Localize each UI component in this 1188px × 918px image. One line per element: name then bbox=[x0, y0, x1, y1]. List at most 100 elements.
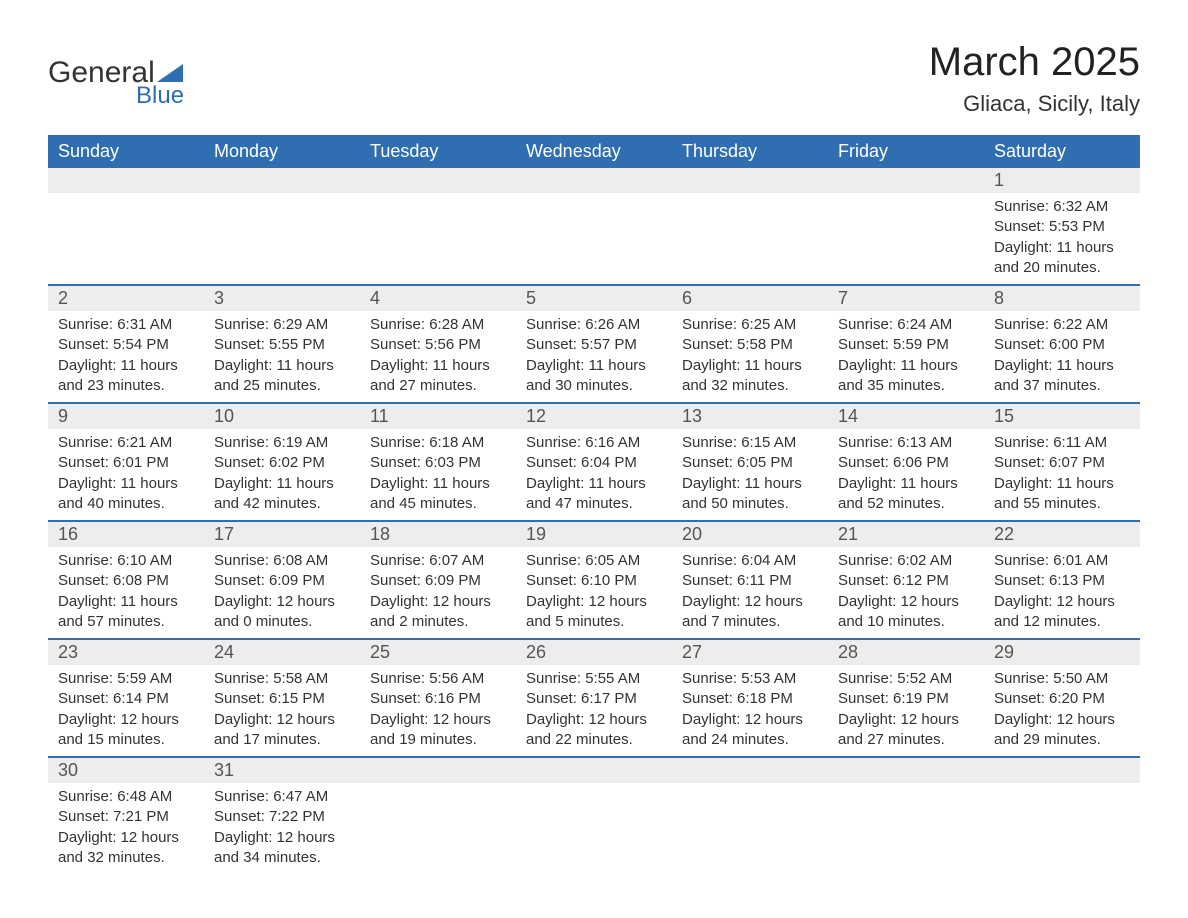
sunset-text: Sunset: 6:10 PM bbox=[526, 571, 662, 591]
sunrise-text: Sunrise: 5:53 AM bbox=[682, 669, 818, 689]
daylight-text: Daylight: 12 hours bbox=[526, 592, 662, 612]
sunrise-text: Sunrise: 6:15 AM bbox=[682, 433, 818, 453]
sunset-text: Sunset: 6:20 PM bbox=[994, 689, 1130, 709]
day-number-cell: 2 bbox=[48, 285, 204, 311]
daylight-text: and 23 minutes. bbox=[58, 376, 194, 396]
day-number-cell: 13 bbox=[672, 403, 828, 429]
content-row: Sunrise: 6:32 AMSunset: 5:53 PMDaylight:… bbox=[48, 193, 1140, 285]
day-number-cell bbox=[360, 757, 516, 783]
day-content-cell bbox=[516, 193, 672, 285]
day-content-cell: Sunrise: 6:32 AMSunset: 5:53 PMDaylight:… bbox=[984, 193, 1140, 285]
sunset-text: Sunset: 6:16 PM bbox=[370, 689, 506, 709]
daylight-text: and 27 minutes. bbox=[370, 376, 506, 396]
daylight-text: Daylight: 11 hours bbox=[994, 238, 1130, 258]
daynum-row: 23242526272829 bbox=[48, 639, 1140, 665]
day-content-cell: Sunrise: 6:07 AMSunset: 6:09 PMDaylight:… bbox=[360, 547, 516, 639]
daylight-text: and 29 minutes. bbox=[994, 730, 1130, 750]
sunset-text: Sunset: 6:14 PM bbox=[58, 689, 194, 709]
sunrise-text: Sunrise: 6:22 AM bbox=[994, 315, 1130, 335]
day-content-cell: Sunrise: 6:18 AMSunset: 6:03 PMDaylight:… bbox=[360, 429, 516, 521]
sunrise-text: Sunrise: 6:21 AM bbox=[58, 433, 194, 453]
sunset-text: Sunset: 5:53 PM bbox=[994, 217, 1130, 237]
logo-word-2: Blue bbox=[136, 82, 184, 110]
daylight-text: Daylight: 12 hours bbox=[370, 710, 506, 730]
day-content-cell bbox=[48, 193, 204, 285]
sunrise-text: Sunrise: 6:47 AM bbox=[214, 787, 350, 807]
calendar-table: SundayMondayTuesdayWednesdayThursdayFrid… bbox=[48, 135, 1140, 874]
daylight-text: Daylight: 12 hours bbox=[526, 710, 662, 730]
daylight-text: and 2 minutes. bbox=[370, 612, 506, 632]
daylight-text: and 37 minutes. bbox=[994, 376, 1130, 396]
daylight-text: Daylight: 11 hours bbox=[838, 474, 974, 494]
day-number-cell: 31 bbox=[204, 757, 360, 783]
day-content-cell: Sunrise: 5:59 AMSunset: 6:14 PMDaylight:… bbox=[48, 665, 204, 757]
day-number-cell: 6 bbox=[672, 285, 828, 311]
sunrise-text: Sunrise: 6:08 AM bbox=[214, 551, 350, 571]
day-content-cell: Sunrise: 6:28 AMSunset: 5:56 PMDaylight:… bbox=[360, 311, 516, 403]
daylight-text: Daylight: 11 hours bbox=[838, 356, 974, 376]
day-content-cell bbox=[516, 783, 672, 874]
sunset-text: Sunset: 6:07 PM bbox=[994, 453, 1130, 473]
daylight-text: and 55 minutes. bbox=[994, 494, 1130, 514]
day-number-cell: 30 bbox=[48, 757, 204, 783]
day-number-cell: 23 bbox=[48, 639, 204, 665]
day-number-cell: 27 bbox=[672, 639, 828, 665]
sunrise-text: Sunrise: 6:48 AM bbox=[58, 787, 194, 807]
daynum-row: 1 bbox=[48, 168, 1140, 193]
day-content-cell: Sunrise: 6:22 AMSunset: 6:00 PMDaylight:… bbox=[984, 311, 1140, 403]
weekday-header: Monday bbox=[204, 135, 360, 168]
day-content-cell: Sunrise: 6:21 AMSunset: 6:01 PMDaylight:… bbox=[48, 429, 204, 521]
day-number-cell bbox=[204, 168, 360, 193]
content-row: Sunrise: 6:31 AMSunset: 5:54 PMDaylight:… bbox=[48, 311, 1140, 403]
day-number-cell: 29 bbox=[984, 639, 1140, 665]
day-number-cell: 20 bbox=[672, 521, 828, 547]
daylight-text: Daylight: 11 hours bbox=[682, 356, 818, 376]
daylight-text: and 17 minutes. bbox=[214, 730, 350, 750]
sunrise-text: Sunrise: 6:11 AM bbox=[994, 433, 1130, 453]
daylight-text: Daylight: 12 hours bbox=[682, 710, 818, 730]
daylight-text: Daylight: 11 hours bbox=[58, 474, 194, 494]
daylight-text: and 24 minutes. bbox=[682, 730, 818, 750]
day-content-cell: Sunrise: 6:08 AMSunset: 6:09 PMDaylight:… bbox=[204, 547, 360, 639]
day-number-cell bbox=[516, 168, 672, 193]
day-number-cell: 26 bbox=[516, 639, 672, 665]
content-row: Sunrise: 6:10 AMSunset: 6:08 PMDaylight:… bbox=[48, 547, 1140, 639]
daylight-text: and 19 minutes. bbox=[370, 730, 506, 750]
day-number-cell: 18 bbox=[360, 521, 516, 547]
sunset-text: Sunset: 6:12 PM bbox=[838, 571, 974, 591]
day-number-cell: 4 bbox=[360, 285, 516, 311]
sunset-text: Sunset: 5:57 PM bbox=[526, 335, 662, 355]
day-content-cell: Sunrise: 5:56 AMSunset: 6:16 PMDaylight:… bbox=[360, 665, 516, 757]
day-content-cell: Sunrise: 6:04 AMSunset: 6:11 PMDaylight:… bbox=[672, 547, 828, 639]
day-number-cell bbox=[672, 168, 828, 193]
brand-logo: General Blue bbox=[48, 58, 184, 110]
sunset-text: Sunset: 5:58 PM bbox=[682, 335, 818, 355]
daynum-row: 3031 bbox=[48, 757, 1140, 783]
daylight-text: and 22 minutes. bbox=[526, 730, 662, 750]
day-content-cell bbox=[360, 783, 516, 874]
sunrise-text: Sunrise: 6:19 AM bbox=[214, 433, 350, 453]
sunrise-text: Sunrise: 5:59 AM bbox=[58, 669, 194, 689]
sunset-text: Sunset: 5:54 PM bbox=[58, 335, 194, 355]
day-number-cell: 3 bbox=[204, 285, 360, 311]
weekday-header: Sunday bbox=[48, 135, 204, 168]
day-number-cell: 17 bbox=[204, 521, 360, 547]
day-number-cell bbox=[984, 757, 1140, 783]
day-number-cell: 19 bbox=[516, 521, 672, 547]
day-content-cell bbox=[360, 193, 516, 285]
sunset-text: Sunset: 6:04 PM bbox=[526, 453, 662, 473]
sunset-text: Sunset: 6:03 PM bbox=[370, 453, 506, 473]
day-number-cell: 5 bbox=[516, 285, 672, 311]
content-row: Sunrise: 6:21 AMSunset: 6:01 PMDaylight:… bbox=[48, 429, 1140, 521]
daylight-text: Daylight: 12 hours bbox=[58, 828, 194, 848]
sunset-text: Sunset: 5:56 PM bbox=[370, 335, 506, 355]
sunset-text: Sunset: 6:13 PM bbox=[994, 571, 1130, 591]
daylight-text: and 27 minutes. bbox=[838, 730, 974, 750]
content-row: Sunrise: 6:48 AMSunset: 7:21 PMDaylight:… bbox=[48, 783, 1140, 874]
day-content-cell: Sunrise: 6:05 AMSunset: 6:10 PMDaylight:… bbox=[516, 547, 672, 639]
title-block: March 2025 Gliaca, Sicily, Italy bbox=[929, 40, 1140, 117]
day-number-cell bbox=[672, 757, 828, 783]
sunset-text: Sunset: 6:15 PM bbox=[214, 689, 350, 709]
day-number-cell: 1 bbox=[984, 168, 1140, 193]
sunset-text: Sunset: 6:11 PM bbox=[682, 571, 818, 591]
